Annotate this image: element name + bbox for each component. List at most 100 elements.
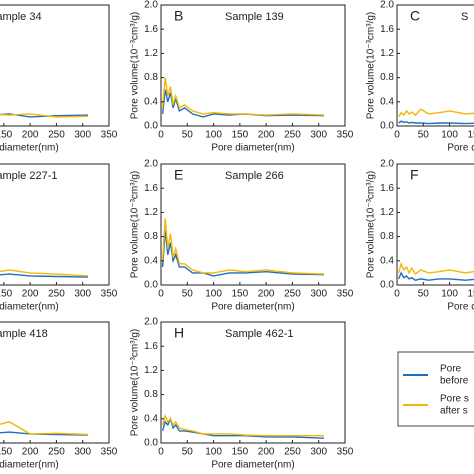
x-tick-label: 150 xyxy=(232,447,249,458)
x-axis-label: Pore diameter(nm) xyxy=(447,143,474,154)
x-axis-label: Pore diameter(nm) xyxy=(211,302,294,313)
y-tick-label: 0.8 xyxy=(144,389,158,400)
y-tick-label: 1.2 xyxy=(144,365,158,376)
data-line xyxy=(161,77,325,116)
x-tick-label: 0 xyxy=(158,130,164,141)
x-tick-label: 200 xyxy=(22,289,39,300)
data-line xyxy=(397,271,474,281)
y-tick-label: 2.0 xyxy=(380,0,394,11)
panel-title: Sample 462-1 xyxy=(225,328,294,340)
y-tick-label: 0.0 xyxy=(380,280,394,291)
panel-letter: B xyxy=(174,8,183,24)
panel-title: S xyxy=(461,11,468,23)
x-tick-label: 300 xyxy=(310,289,327,300)
x-tick-label: 250 xyxy=(48,130,65,141)
x-tick-label: 350 xyxy=(337,289,354,300)
y-axis-label: Pore volume(10⁻³cm³/g) xyxy=(366,12,377,120)
data-line xyxy=(0,269,89,277)
panel-letter: C xyxy=(410,8,420,24)
panel: 0.00.40.81.21.62.0050100150200250300350P… xyxy=(0,321,118,471)
x-tick-label: 0 xyxy=(394,130,400,141)
x-tick-label: 100 xyxy=(205,447,222,458)
y-tick-label: 1.2 xyxy=(380,48,394,59)
legend-label: Pore s xyxy=(440,394,469,405)
x-tick-label: 250 xyxy=(284,447,301,458)
x-axis-label: Pore diameter(nm) xyxy=(0,143,59,154)
plot-frame xyxy=(0,4,110,127)
x-tick-label: 50 xyxy=(182,447,194,458)
x-tick-label: 50 xyxy=(418,289,430,300)
panel-letter: H xyxy=(174,325,184,341)
x-tick-label: 300 xyxy=(310,447,327,458)
x-tick-label: 150 xyxy=(0,289,13,300)
x-tick-label: 0 xyxy=(158,447,164,458)
legend-label: before xyxy=(440,376,469,387)
panel-title: Sample 227-1 xyxy=(0,170,58,182)
x-tick-label: 50 xyxy=(182,289,194,300)
x-tick-label: 50 xyxy=(182,130,194,141)
y-tick-label: 2.0 xyxy=(144,0,158,11)
x-tick-label: 250 xyxy=(284,130,301,141)
x-tick-label: 150 xyxy=(468,130,474,141)
x-tick-label: 200 xyxy=(22,447,39,458)
panel-title: Sample 418 xyxy=(0,328,48,340)
x-tick-label: 350 xyxy=(101,130,118,141)
x-tick-label: 250 xyxy=(284,289,301,300)
x-tick-label: 300 xyxy=(74,289,91,300)
y-axis-label: Pore volume(10⁻³cm³/g) xyxy=(130,12,141,120)
legend-box xyxy=(397,351,474,427)
panel-title: Sample 34 xyxy=(0,11,42,23)
x-axis-label: Pore diameter(nm) xyxy=(211,460,294,471)
x-tick-label: 200 xyxy=(258,289,275,300)
data-line xyxy=(397,261,474,276)
y-axis-label: Pore volume(10⁻³cm³/g) xyxy=(366,171,377,279)
data-line xyxy=(161,416,325,439)
x-axis-label: Pore diameter(nm) xyxy=(211,143,294,154)
y-tick-label: 0.4 xyxy=(144,255,158,266)
y-axis-label: Pore volume(10⁻³cm³/g) xyxy=(130,171,141,279)
data-line xyxy=(161,413,324,437)
x-axis-label: Pore diameter(nm) xyxy=(0,302,59,313)
plot-frame xyxy=(160,4,346,127)
legend-label: Pore xyxy=(440,364,462,375)
y-tick-label: 0.4 xyxy=(380,96,394,107)
x-tick-label: 350 xyxy=(337,447,354,458)
y-tick-label: 1.6 xyxy=(380,183,394,194)
x-tick-label: 300 xyxy=(74,130,91,141)
x-axis-label: Pore diameter(nm) xyxy=(447,302,474,313)
panel: 0.00.40.81.21.62.0050100150200250300350P… xyxy=(366,0,474,154)
x-axis-label: Pore diameter(nm) xyxy=(0,460,59,471)
x-tick-label: 300 xyxy=(310,130,327,141)
panel-title: Sample 139 xyxy=(225,11,284,23)
data-line xyxy=(161,218,325,275)
x-tick-label: 350 xyxy=(101,289,118,300)
y-tick-label: 0.0 xyxy=(144,280,158,291)
data-line xyxy=(398,108,474,118)
x-tick-label: 0 xyxy=(394,289,400,300)
x-tick-label: 100 xyxy=(441,130,458,141)
x-tick-label: 0 xyxy=(158,289,164,300)
x-tick-label: 100 xyxy=(205,289,222,300)
x-tick-label: 250 xyxy=(48,289,65,300)
panel-title: Sample 266 xyxy=(225,170,284,182)
y-tick-label: 0.8 xyxy=(144,72,158,83)
x-tick-label: 100 xyxy=(205,130,222,141)
data-line xyxy=(398,120,474,125)
legend-label: after s xyxy=(440,406,468,417)
data-line xyxy=(0,113,89,118)
x-tick-label: 350 xyxy=(101,447,118,458)
y-tick-label: 0.8 xyxy=(144,231,158,242)
y-tick-label: 0.8 xyxy=(380,231,394,242)
panel: 0.00.40.81.21.62.0050100150200250300350P… xyxy=(366,159,474,313)
y-tick-label: 0.4 xyxy=(144,96,158,107)
panel-letter: E xyxy=(174,167,183,183)
y-axis-label: Pore volume(10⁻³cm³/g) xyxy=(130,329,141,437)
y-tick-label: 1.6 xyxy=(144,341,158,352)
plot-frame xyxy=(396,4,474,127)
data-line xyxy=(161,89,325,118)
y-tick-label: 0.0 xyxy=(380,121,394,132)
